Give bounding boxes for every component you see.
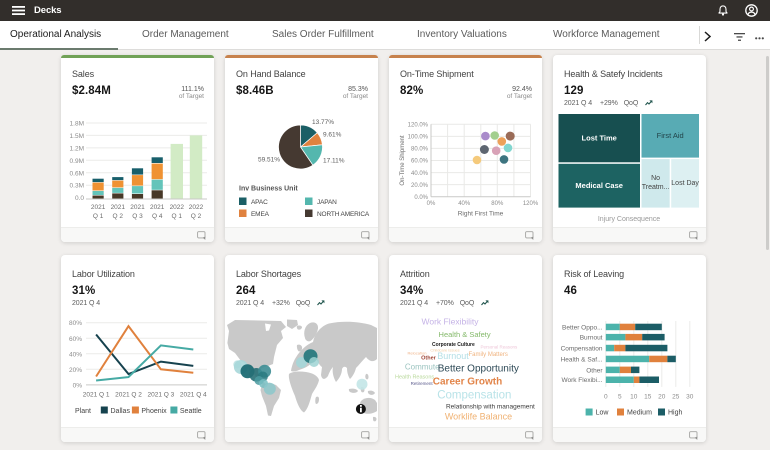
svg-text:30: 30 xyxy=(686,394,694,401)
svg-text:20%: 20% xyxy=(69,367,82,374)
svg-text:Dallas: Dallas xyxy=(111,408,131,415)
svg-text:Family Matters: Family Matters xyxy=(469,352,508,358)
svg-text:Q 1: Q 1 xyxy=(93,213,104,220)
svg-text:Work Flexibi...: Work Flexibi... xyxy=(561,377,602,384)
svg-text:JAPAN: JAPAN xyxy=(317,199,337,206)
svg-text:120%: 120% xyxy=(523,201,539,207)
svg-text:59.51%: 59.51% xyxy=(258,157,280,164)
svg-text:Relocation: Relocation xyxy=(408,351,427,356)
svg-text:APAC: APAC xyxy=(251,199,268,206)
svg-text:Work Flexibility: Work Flexibility xyxy=(422,317,480,327)
svg-text:2021: 2021 xyxy=(150,204,165,211)
svg-text:Health & Safety: Health & Safety xyxy=(439,330,491,339)
svg-text:10: 10 xyxy=(630,394,638,401)
svg-text:40.0%: 40.0% xyxy=(411,171,429,177)
svg-text:0.0: 0.0 xyxy=(75,195,84,202)
svg-text:13.77%: 13.77% xyxy=(312,119,334,126)
svg-text:80.0%: 80.0% xyxy=(411,147,429,153)
svg-text:Compensation: Compensation xyxy=(437,390,511,402)
svg-text:9.61%: 9.61% xyxy=(323,132,342,139)
svg-text:20: 20 xyxy=(658,394,666,401)
svg-text:Corporate Culture: Corporate Culture xyxy=(432,342,475,348)
svg-text:Medium: Medium xyxy=(627,410,652,417)
svg-text:Q 3: Q 3 xyxy=(132,213,143,220)
svg-text:0.6M: 0.6M xyxy=(70,170,84,177)
svg-text:Better Opportunity: Better Opportunity xyxy=(438,364,519,375)
svg-text:Other: Other xyxy=(586,367,603,374)
svg-text:Right First Time: Right First Time xyxy=(458,211,504,218)
svg-text:Health & Saf...: Health & Saf... xyxy=(561,356,603,363)
svg-text:0.3M: 0.3M xyxy=(70,183,84,190)
svg-text:Burnout: Burnout xyxy=(580,335,603,342)
svg-text:0: 0 xyxy=(604,394,608,401)
svg-text:2021 Q 4: 2021 Q 4 xyxy=(180,392,207,399)
svg-text:High: High xyxy=(668,410,683,417)
svg-text:Lost Time: Lost Time xyxy=(582,134,617,143)
svg-text:Phoenix: Phoenix xyxy=(141,408,167,415)
svg-text:120.0%: 120.0% xyxy=(408,123,429,129)
svg-text:Q 2: Q 2 xyxy=(191,213,202,220)
svg-text:Retirement: Retirement xyxy=(411,381,434,386)
svg-text:Health Reasons: Health Reasons xyxy=(395,375,434,381)
svg-text:Relationship with management: Relationship with management xyxy=(446,404,535,411)
svg-text:17.11%: 17.11% xyxy=(323,158,345,165)
svg-text:1.8M: 1.8M xyxy=(70,121,84,128)
svg-text:Burnout: Burnout xyxy=(437,351,469,361)
svg-text:40%: 40% xyxy=(69,351,82,358)
svg-text:40%: 40% xyxy=(458,201,471,207)
svg-text:1.2M: 1.2M xyxy=(70,145,84,152)
svg-text:100.0%: 100.0% xyxy=(408,135,429,141)
svg-text:2021: 2021 xyxy=(130,204,145,211)
svg-text:Better Oppo...: Better Oppo... xyxy=(562,324,603,331)
svg-text:25: 25 xyxy=(672,394,680,401)
svg-text:Plant: Plant xyxy=(75,408,91,415)
svg-text:Q 1: Q 1 xyxy=(172,213,183,220)
svg-text:Childcare issues: Childcare issues xyxy=(430,348,459,353)
svg-text:No: No xyxy=(651,175,660,182)
svg-text:1.5M: 1.5M xyxy=(70,133,84,140)
svg-text:2021 Q 1: 2021 Q 1 xyxy=(83,392,110,399)
svg-text:Commute: Commute xyxy=(405,363,440,372)
svg-text:2021: 2021 xyxy=(111,204,126,211)
svg-text:2021 Q 2: 2021 Q 2 xyxy=(115,392,142,399)
svg-text:0.9M: 0.9M xyxy=(70,158,84,165)
svg-text:Injury Consequence: Injury Consequence xyxy=(598,216,660,223)
svg-text:Treatm...: Treatm... xyxy=(642,184,670,191)
svg-text:0%: 0% xyxy=(427,201,436,207)
svg-text:Medical Case: Medical Case xyxy=(575,181,623,190)
svg-text:Seattle: Seattle xyxy=(180,408,202,415)
svg-text:Personal Reasons: Personal Reasons xyxy=(481,345,519,350)
svg-text:Worklife Balance: Worklife Balance xyxy=(445,412,512,422)
svg-text:Other: Other xyxy=(421,356,437,362)
svg-text:80%: 80% xyxy=(491,201,504,207)
svg-text:On-Time Shipment: On-Time Shipment xyxy=(400,135,406,185)
svg-text:60.0%: 60.0% xyxy=(411,159,429,165)
svg-text:First Aid: First Aid xyxy=(657,131,684,140)
svg-text:Lost Day: Lost Day xyxy=(671,180,699,187)
svg-text:5: 5 xyxy=(618,394,622,401)
svg-text:60%: 60% xyxy=(69,336,82,343)
svg-text:2021 Q 3: 2021 Q 3 xyxy=(148,392,175,399)
svg-text:Q 4: Q 4 xyxy=(152,213,163,220)
svg-text:2021: 2021 xyxy=(91,204,106,211)
svg-text:15: 15 xyxy=(644,394,652,401)
svg-text:2022: 2022 xyxy=(189,204,204,211)
svg-text:Compensation: Compensation xyxy=(561,346,603,353)
svg-text:NORTH AMERICA: NORTH AMERICA xyxy=(317,211,370,218)
svg-text:Low: Low xyxy=(596,410,610,417)
svg-text:0%: 0% xyxy=(73,382,83,389)
svg-text:Career Growth: Career Growth xyxy=(433,377,502,388)
svg-text:EMEA: EMEA xyxy=(251,211,270,218)
svg-text:2022: 2022 xyxy=(170,204,185,211)
svg-text:20.0%: 20.0% xyxy=(411,183,429,189)
svg-text:Q 2: Q 2 xyxy=(113,213,124,220)
svg-text:Inv Business Unit: Inv Business Unit xyxy=(239,186,298,193)
svg-text:0.0%: 0.0% xyxy=(414,195,428,201)
svg-text:80%: 80% xyxy=(69,320,82,327)
